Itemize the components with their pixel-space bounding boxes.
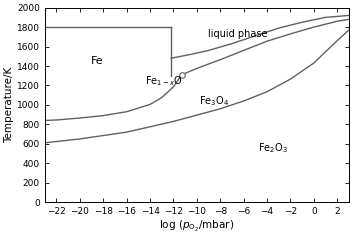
Text: Fe$_2$O$_3$: Fe$_2$O$_3$ [258, 141, 288, 155]
Y-axis label: Temperature/K: Temperature/K [4, 67, 14, 143]
Text: Fe$_3$O$_4$: Fe$_3$O$_4$ [199, 94, 229, 108]
Text: Fe$_{1-x}$O: Fe$_{1-x}$O [145, 75, 183, 89]
Text: Fe: Fe [91, 56, 104, 66]
X-axis label: log ($p_{\mathregular{O_2}}$/mbar): log ($p_{\mathregular{O_2}}$/mbar) [159, 219, 234, 234]
Text: liquid phase: liquid phase [208, 29, 268, 39]
